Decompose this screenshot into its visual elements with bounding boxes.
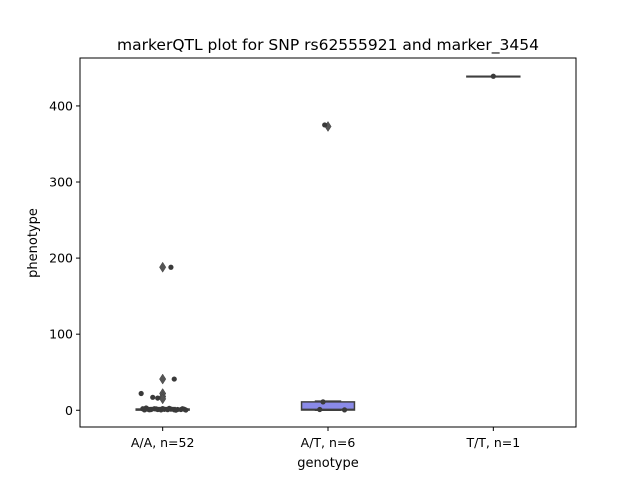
strip-point [138,390,144,397]
strip-point [341,407,348,413]
y-tick-label: 100 [49,327,73,342]
strip-point [150,394,156,400]
x-tick-label: A/T, n=6 [301,435,356,450]
y-tick-label: 400 [49,98,73,113]
strip-point [490,73,496,79]
y-tick-label: 300 [49,175,73,190]
x-axis-label: genotype [297,456,358,471]
y-tick-label: 0 [65,403,73,418]
strip-point [322,122,328,128]
strip-point [179,406,186,412]
chart-title: markerQTL plot for SNP rs62555921 and ma… [117,36,539,55]
x-tick-label: A/A, n=52 [131,435,195,450]
plot-area [135,73,521,413]
box-outlier [159,373,167,385]
strip-point [155,395,161,401]
strip-point [160,405,166,412]
strip-point [171,376,177,382]
box-outlier [159,393,167,405]
strip-point [146,407,153,413]
box-outlier [159,261,167,273]
y-tick-label: 200 [49,251,73,266]
strip-point [173,407,179,413]
y-axis-label: phenotype [26,208,41,278]
strip-point [320,399,326,405]
strip-point [166,405,172,411]
x-tick-label: T/T, n=1 [465,435,520,450]
strip-point [153,406,159,412]
strip-point [141,407,148,413]
strip-point [168,264,174,270]
strip-point [317,406,323,413]
